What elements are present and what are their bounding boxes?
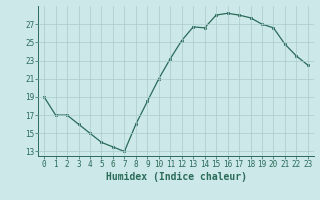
X-axis label: Humidex (Indice chaleur): Humidex (Indice chaleur): [106, 172, 246, 182]
